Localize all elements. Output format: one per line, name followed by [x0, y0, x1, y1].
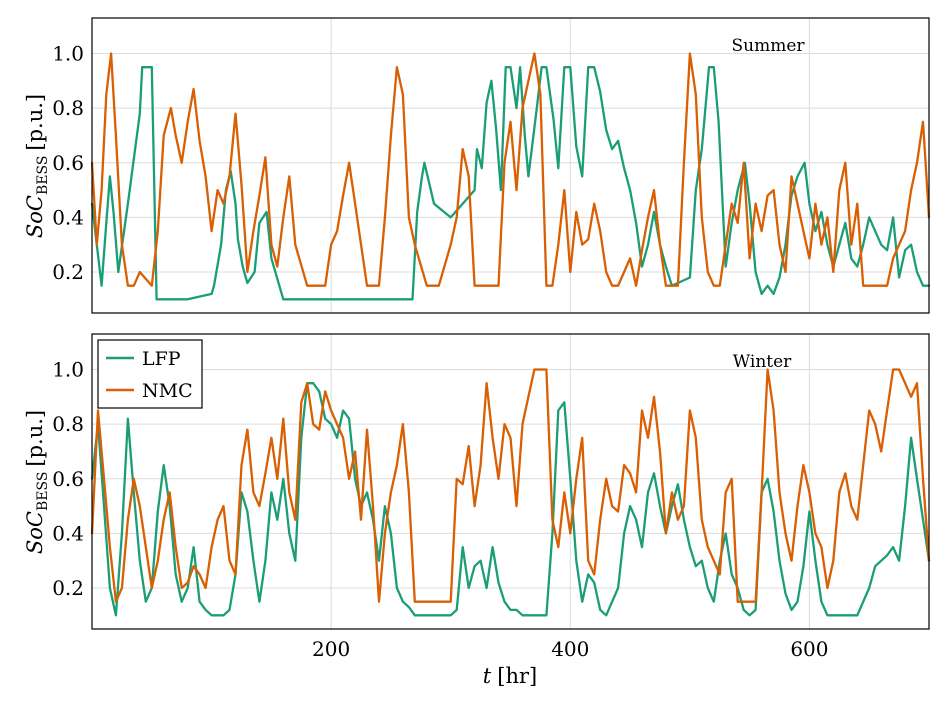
- summer-plot-frame: [91, 17, 930, 314]
- summer-y-tick-label: 0.6: [52, 151, 84, 175]
- summer-series-nmc: [90, 52, 931, 287]
- winter-panel-label: Winter: [733, 352, 792, 372]
- winter-y-tick-label: 0.2: [52, 576, 84, 600]
- summer-y-axis-subscript: BESS: [35, 156, 51, 195]
- legend-box: [97, 339, 203, 409]
- winter-y-tick-label: 0.6: [52, 467, 84, 491]
- summer-y-tick-label: 0.4: [52, 205, 84, 229]
- summer-panel-label: Summer: [731, 36, 805, 56]
- summer-series-lfp: [90, 66, 931, 301]
- x-axis-unit: [hr]: [497, 664, 537, 688]
- winter-y-axis-subscript: BESS: [35, 472, 51, 511]
- legend: LFP NMC: [97, 339, 203, 409]
- winter-y-axis-unit: [p.u.]: [23, 410, 47, 467]
- winter-series-lfp: [90, 382, 931, 617]
- winter-plot-frame: [91, 333, 930, 630]
- summer-y-tick-label: 0.2: [52, 260, 84, 284]
- winter-panel: 0.2 0.4 0.6 0.8 1.0 200 400 600 Winter SoCBESS […: [23, 333, 931, 661]
- winter-y-axis-title: SoCBESS [p.u.]: [23, 410, 51, 554]
- legend-label-nmc: NMC: [142, 380, 193, 402]
- summer-panel: 0.2 0.4 0.6 0.8 1.0 Summer SoCBESS [p.u.]: [23, 17, 931, 314]
- winter-y-tick-label: 0.4: [52, 521, 84, 545]
- summer-y-tick-label: 1.0: [52, 42, 84, 66]
- winter-y-tick-label: 1.0: [52, 358, 84, 382]
- summer-y-axis-main: SoC: [23, 195, 47, 238]
- winter-y-axis-main: SoC: [23, 511, 47, 554]
- winter-x-tick-label: 600: [790, 637, 828, 661]
- winter-x-tick-label: 400: [551, 637, 589, 661]
- summer-y-axis-title: SoCBESS [p.u.]: [23, 94, 51, 238]
- winter-series-nmc: [90, 368, 931, 603]
- x-axis-main: t: [483, 664, 492, 688]
- legend-label-lfp: LFP: [142, 348, 181, 370]
- summer-y-tick-label: 0.8: [52, 96, 84, 120]
- x-axis-title: t [hr]: [483, 664, 537, 688]
- summer-y-axis-unit: [p.u.]: [23, 94, 47, 151]
- winter-y-tick-label: 0.8: [52, 412, 84, 436]
- winter-x-tick-label: 200: [312, 637, 350, 661]
